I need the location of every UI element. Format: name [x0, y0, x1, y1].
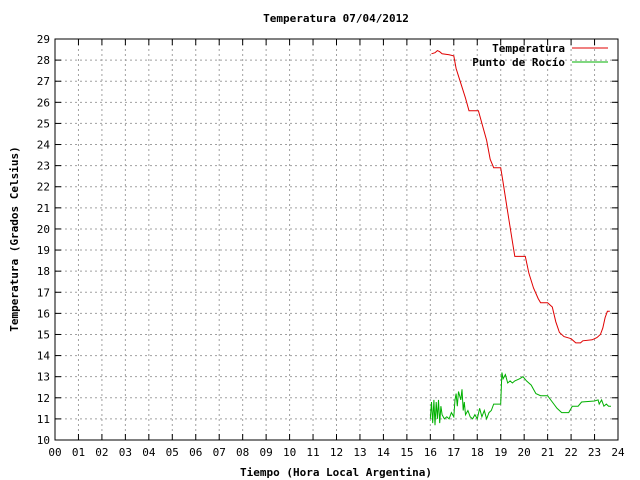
x-tick-label: 17 — [447, 446, 460, 459]
x-tick-label: 24 — [611, 446, 625, 459]
x-tick-label: 02 — [95, 446, 108, 459]
x-tick-label: 18 — [471, 446, 484, 459]
legend-label: Temperatura — [492, 42, 565, 55]
y-tick-label: 11 — [37, 413, 50, 426]
x-tick-label: 09 — [260, 446, 273, 459]
plot-frame — [54, 38, 619, 441]
y-tick-label: 14 — [37, 350, 51, 363]
y-tick-label: 18 — [37, 265, 50, 278]
x-tick-label: 06 — [189, 446, 202, 459]
grid — [55, 39, 618, 440]
y-tick-label: 15 — [37, 328, 50, 341]
series-line-punto-de-rocio — [429, 372, 611, 426]
y-tick-label: 19 — [37, 244, 50, 257]
y-tick-label: 22 — [37, 181, 50, 194]
x-tick-label: 03 — [119, 446, 132, 459]
y-tick-label: 29 — [37, 33, 50, 46]
x-tick-label: 10 — [283, 446, 296, 459]
x-tick-label: 23 — [588, 446, 601, 459]
x-tick-label: 04 — [142, 446, 156, 459]
x-tick-label: 19 — [494, 446, 507, 459]
x-tick-label: 00 — [48, 446, 61, 459]
x-tick-label: 05 — [166, 446, 179, 459]
series-lines — [429, 50, 611, 426]
x-tick-label: 21 — [541, 446, 554, 459]
x-axis-ticks: 00 01 02 03 04 05 06 07 08 09 10 11 12 13 14 15 16 17 18 19… — [48, 39, 625, 459]
x-tick-label: 14 — [377, 446, 391, 459]
legend-label: Punto de Rocío — [472, 56, 565, 69]
y-tick-label: 17 — [37, 286, 50, 299]
x-tick-label: 15 — [400, 446, 413, 459]
x-tick-label: 12 — [330, 446, 343, 459]
y-tick-label: 24 — [37, 139, 51, 152]
y-tick-label: 28 — [37, 54, 50, 67]
y-tick-label: 27 — [37, 75, 50, 88]
x-tick-label: 07 — [213, 446, 226, 459]
y-tick-label: 26 — [37, 96, 50, 109]
x-tick-label: 20 — [518, 446, 531, 459]
y-tick-label: 21 — [37, 202, 50, 215]
series-line-temperatura — [431, 50, 610, 344]
y-tick-label: 13 — [37, 371, 50, 384]
x-tick-label: 13 — [353, 446, 366, 459]
y-tick-label: 12 — [37, 392, 50, 405]
x-tick-label: 01 — [72, 446, 85, 459]
y-tick-label: 16 — [37, 307, 50, 320]
y-axis-label: Temperatura (Grados Celsius) — [8, 146, 21, 331]
y-tick-label: 23 — [37, 160, 50, 173]
x-tick-label: 16 — [424, 446, 437, 459]
chart-title: Temperatura 07/04/2012 — [263, 12, 409, 25]
x-tick-label: 22 — [564, 446, 577, 459]
y-tick-label: 25 — [37, 117, 50, 130]
x-tick-label: 11 — [306, 446, 319, 459]
x-tick-label: 08 — [236, 446, 249, 459]
y-tick-label: 20 — [37, 223, 50, 236]
y-tick-label: 10 — [37, 434, 50, 447]
x-axis-label: Tiempo (Hora Local Argentina) — [240, 466, 432, 479]
